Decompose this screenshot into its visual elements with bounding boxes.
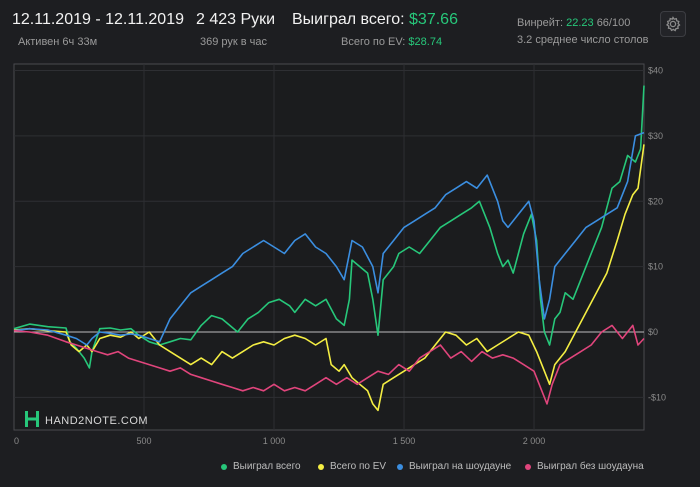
y-tick-label: $30 — [648, 131, 663, 141]
x-tick-label: 1 000 — [263, 436, 286, 446]
y-axis-ticks: -$10 $0 $10 $20 $30 $40 — [648, 66, 666, 403]
x-axis-ticks: 0 500 1 000 1 500 2 000 — [14, 436, 545, 446]
won-total-value: $37.66 — [409, 11, 458, 28]
x-tick-label: 1 500 — [393, 436, 416, 446]
settings-button[interactable] — [660, 11, 686, 37]
legend-dot — [221, 463, 227, 470]
plot-area — [13, 63, 645, 431]
legend-dot — [318, 463, 324, 470]
winnings-chart: -$10 $0 $10 $20 $30 $40 0 500 1 000 1 500 2 000 — [13, 63, 666, 446]
y-tick-label: $40 — [648, 66, 663, 76]
legend-label: Всего по EV — [330, 461, 387, 472]
ev-total-value: $28.74 — [408, 36, 443, 48]
ev-total-label: Всего по EV: — [341, 36, 406, 48]
series-line-2 — [13, 131, 645, 346]
legend-item-won-total[interactable]: Выиграл всего — [221, 461, 301, 472]
legend-label: Выиграл всего — [233, 461, 301, 472]
legend-dot — [525, 463, 531, 470]
winrate-value: 22.23 — [566, 17, 594, 29]
won-total: Выиграл всего: $37.66 — [292, 11, 458, 29]
legend-dot — [397, 463, 403, 470]
chart-grid — [14, 64, 644, 430]
summary-header: 12.11.2019 - 12.11.2019 Активен 6ч 33м 2… — [0, 0, 700, 58]
legend-item-showdown[interactable]: Выиграл на шоудауне — [397, 461, 511, 472]
legend-item-ev-total[interactable]: Всего по EV — [318, 461, 386, 472]
series-line-3 — [13, 324, 645, 405]
hand2note-logo-icon — [25, 411, 39, 430]
legend-label: Выиграл на шоудауне — [409, 461, 512, 472]
series-line-0 — [13, 85, 645, 369]
ev-total: Всего по EV: $28.74 — [341, 36, 442, 48]
logo-text: HAND2NOTE.COM — [45, 414, 149, 427]
winrate-label: Винрейт: — [517, 17, 564, 29]
tables-average: 3.2 среднее число столов — [517, 34, 649, 46]
x-tick-label: 0 — [14, 436, 19, 446]
winrate: Винрейт: 22.23 66/100 — [517, 17, 630, 29]
y-tick-label: $10 — [648, 262, 663, 272]
y-tick-label: $20 — [648, 196, 663, 206]
chart-series — [13, 85, 645, 412]
y-tick-label: -$10 — [648, 392, 666, 402]
x-tick-label: 2 000 — [523, 436, 546, 446]
won-total-label: Выиграл всего: — [292, 11, 405, 28]
legend-item-non-showdown[interactable]: Выиграл без шоудауна — [525, 461, 644, 472]
hands-per-hour: 369 рук в час — [200, 36, 268, 48]
hands-count: 2 423 Руки — [196, 11, 276, 28]
gear-icon — [666, 16, 681, 32]
active-time: Активен 6ч 33м — [18, 36, 98, 48]
hand2note-logo: HAND2NOTE.COM — [25, 411, 148, 430]
legend-label: Выиграл без шоудауна — [537, 461, 644, 472]
y-tick-label: $0 — [648, 327, 658, 337]
x-tick-label: 500 — [136, 436, 151, 446]
series-line-1 — [13, 144, 645, 412]
winrate-suffix: 66/100 — [596, 17, 631, 29]
date-range: 12.11.2019 - 12.11.2019 — [12, 11, 184, 28]
